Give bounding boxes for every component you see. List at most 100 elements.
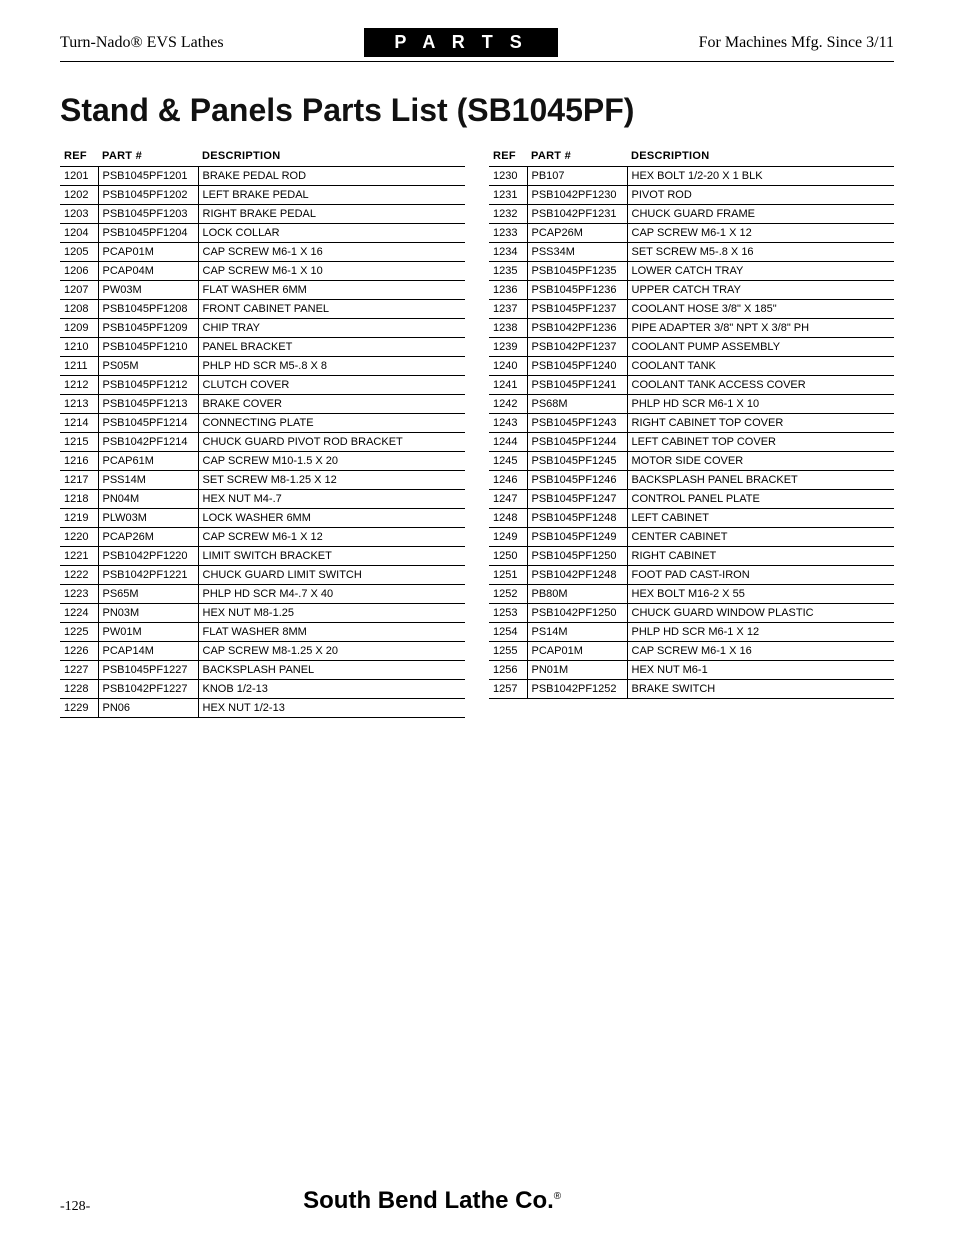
cell-ref: 1217 bbox=[60, 471, 98, 490]
cell-part: PCAP26M bbox=[98, 528, 198, 547]
cell-desc: SET SCREW M8-1.25 X 12 bbox=[198, 471, 465, 490]
table-row: 1218PN04MHEX NUT M4-.7 bbox=[60, 490, 465, 509]
cell-desc: LIMIT SWITCH BRACKET bbox=[198, 547, 465, 566]
cell-part: PSB1045PF1240 bbox=[527, 357, 627, 376]
cell-part: PSB1045PF1201 bbox=[98, 167, 198, 186]
cell-ref: 1209 bbox=[60, 319, 98, 338]
cell-ref: 1208 bbox=[60, 300, 98, 319]
cell-desc: CLUTCH COVER bbox=[198, 376, 465, 395]
table-row: 1205PCAP01MCAP SCREW M6-1 X 16 bbox=[60, 243, 465, 262]
table-row: 1241PSB1045PF1241COOLANT TANK ACCESS COV… bbox=[489, 376, 894, 395]
table-row: 1240PSB1045PF1240COOLANT TANK bbox=[489, 357, 894, 376]
parts-table-right: REF PART # DESCRIPTION 1230PB107HEX BOLT… bbox=[489, 147, 894, 699]
cell-ref: 1232 bbox=[489, 205, 527, 224]
cell-part: PSB1042PF1230 bbox=[527, 186, 627, 205]
cell-desc: LEFT BRAKE PEDAL bbox=[198, 186, 465, 205]
cell-ref: 1226 bbox=[60, 642, 98, 661]
cell-desc: KNOB 1/2-13 bbox=[198, 680, 465, 699]
cell-ref: 1204 bbox=[60, 224, 98, 243]
cell-desc: HEX NUT M6-1 bbox=[627, 661, 894, 680]
cell-desc: CAP SCREW M8-1.25 X 20 bbox=[198, 642, 465, 661]
cell-ref: 1257 bbox=[489, 680, 527, 699]
table-row: 1227PSB1045PF1227BACKSPLASH PANEL bbox=[60, 661, 465, 680]
cell-desc: PIVOT ROD bbox=[627, 186, 894, 205]
table-row: 1202PSB1045PF1202LEFT BRAKE PEDAL bbox=[60, 186, 465, 205]
cell-ref: 1225 bbox=[60, 623, 98, 642]
cell-part: PSB1045PF1235 bbox=[527, 262, 627, 281]
cell-desc: CENTER CABINET bbox=[627, 528, 894, 547]
cell-desc: RIGHT BRAKE PEDAL bbox=[198, 205, 465, 224]
cell-part: PSB1045PF1204 bbox=[98, 224, 198, 243]
cell-desc: FRONT CABINET PANEL bbox=[198, 300, 465, 319]
table-row: 1257PSB1042PF1252BRAKE SWITCH bbox=[489, 680, 894, 699]
cell-part: PSB1045PF1213 bbox=[98, 395, 198, 414]
cell-part: PSB1042PF1231 bbox=[527, 205, 627, 224]
cell-ref: 1229 bbox=[60, 699, 98, 718]
table-row: 1220PCAP26MCAP SCREW M6-1 X 12 bbox=[60, 528, 465, 547]
cell-ref: 1247 bbox=[489, 490, 527, 509]
table-row: 1221PSB1042PF1220LIMIT SWITCH BRACKET bbox=[60, 547, 465, 566]
cell-part: PSB1045PF1246 bbox=[527, 471, 627, 490]
cell-desc: LEFT CABINET bbox=[627, 509, 894, 528]
cell-desc: LOCK COLLAR bbox=[198, 224, 465, 243]
cell-ref: 1256 bbox=[489, 661, 527, 680]
cell-ref: 1254 bbox=[489, 623, 527, 642]
cell-ref: 1201 bbox=[60, 167, 98, 186]
cell-part: PLW03M bbox=[98, 509, 198, 528]
cell-ref: 1214 bbox=[60, 414, 98, 433]
header-left: Turn-Nado® EVS Lathes bbox=[60, 34, 224, 52]
cell-part: PSB1045PF1244 bbox=[527, 433, 627, 452]
cell-ref: 1203 bbox=[60, 205, 98, 224]
cell-desc: LOWER CATCH TRAY bbox=[627, 262, 894, 281]
cell-desc: MOTOR SIDE COVER bbox=[627, 452, 894, 471]
table-row: 1229PN06HEX NUT 1/2-13 bbox=[60, 699, 465, 718]
footer-company: South Bend Lathe Co.® bbox=[303, 1187, 561, 1215]
cell-part: PSB1045PF1209 bbox=[98, 319, 198, 338]
cell-desc: COOLANT TANK bbox=[627, 357, 894, 376]
cell-part: PS68M bbox=[527, 395, 627, 414]
table-row: 1206PCAP04MCAP SCREW M6-1 X 10 bbox=[60, 262, 465, 281]
table-row: 1231PSB1042PF1230PIVOT ROD bbox=[489, 186, 894, 205]
cell-ref: 1215 bbox=[60, 433, 98, 452]
cell-part: PSB1042PF1248 bbox=[527, 566, 627, 585]
cell-desc: HEX BOLT M16-2 X 55 bbox=[627, 585, 894, 604]
cell-desc: CAP SCREW M6-1 X 12 bbox=[627, 224, 894, 243]
parts-table-left: REF PART # DESCRIPTION 1201PSB1045PF1201… bbox=[60, 147, 465, 718]
cell-part: PSB1042PF1214 bbox=[98, 433, 198, 452]
cell-desc: CAP SCREW M6-1 X 16 bbox=[198, 243, 465, 262]
table-row: 1216PCAP61MCAP SCREW M10-1.5 X 20 bbox=[60, 452, 465, 471]
cell-desc: SET SCREW M5-.8 X 16 bbox=[627, 243, 894, 262]
cell-ref: 1211 bbox=[60, 357, 98, 376]
cell-desc: HEX NUT M8-1.25 bbox=[198, 604, 465, 623]
table-row: 1213PSB1045PF1213BRAKE COVER bbox=[60, 395, 465, 414]
table-row: 1243PSB1045PF1243RIGHT CABINET TOP COVER bbox=[489, 414, 894, 433]
cell-desc: PANEL BRACKET bbox=[198, 338, 465, 357]
cell-ref: 1230 bbox=[489, 167, 527, 186]
col-part: PART # bbox=[527, 147, 627, 167]
cell-ref: 1228 bbox=[60, 680, 98, 699]
cell-desc: COOLANT TANK ACCESS COVER bbox=[627, 376, 894, 395]
cell-desc: RIGHT CABINET bbox=[627, 547, 894, 566]
table-row: 1233PCAP26MCAP SCREW M6-1 X 12 bbox=[489, 224, 894, 243]
col-ref: REF bbox=[60, 147, 98, 167]
cell-desc: PIPE ADAPTER 3/8" NPT X 3/8" PH bbox=[627, 319, 894, 338]
table-row: 1255PCAP01MCAP SCREW M6-1 X 16 bbox=[489, 642, 894, 661]
table-row: 1226PCAP14MCAP SCREW M8-1.25 X 20 bbox=[60, 642, 465, 661]
cell-desc: BACKSPLASH PANEL BRACKET bbox=[627, 471, 894, 490]
cell-ref: 1234 bbox=[489, 243, 527, 262]
table-header-row: REF PART # DESCRIPTION bbox=[60, 147, 465, 167]
table-row: 1253PSB1042PF1250CHUCK GUARD WINDOW PLAS… bbox=[489, 604, 894, 623]
cell-desc: UPPER CATCH TRAY bbox=[627, 281, 894, 300]
cell-part: PB107 bbox=[527, 167, 627, 186]
cell-desc: RIGHT CABINET TOP COVER bbox=[627, 414, 894, 433]
cell-part: PW03M bbox=[98, 281, 198, 300]
table-row: 1214PSB1045PF1214CONNECTING PLATE bbox=[60, 414, 465, 433]
cell-part: PCAP14M bbox=[98, 642, 198, 661]
table-row: 1223PS65MPHLP HD SCR M4-.7 X 40 bbox=[60, 585, 465, 604]
cell-desc: FOOT PAD CAST-IRON bbox=[627, 566, 894, 585]
cell-part: PSB1045PF1243 bbox=[527, 414, 627, 433]
cell-desc: COOLANT PUMP ASSEMBLY bbox=[627, 338, 894, 357]
table-row: 1249PSB1045PF1249CENTER CABINET bbox=[489, 528, 894, 547]
cell-ref: 1216 bbox=[60, 452, 98, 471]
cell-desc: HEX NUT 1/2-13 bbox=[198, 699, 465, 718]
